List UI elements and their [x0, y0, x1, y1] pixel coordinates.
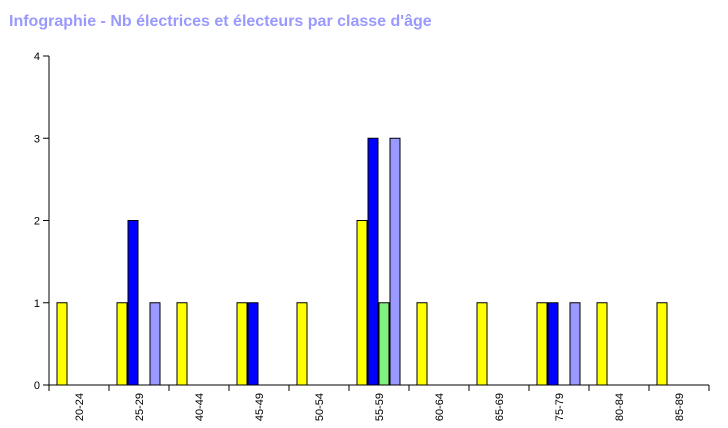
bar-75-79-s2 — [547, 302, 559, 386]
y-tick-label: 4 — [34, 51, 40, 63]
bar-65-69-s1 — [476, 302, 488, 386]
bar-25-29-s2 — [127, 220, 139, 386]
bar-75-79-s1 — [536, 302, 548, 386]
bar-25-29-s1 — [116, 302, 128, 386]
bars-layer — [56, 137, 668, 386]
bar-50-54-s1 — [296, 302, 308, 386]
x-tick-label: 45-49 — [254, 393, 266, 421]
x-tick-label: 85-89 — [674, 393, 686, 421]
bar-55-59-s2 — [367, 137, 379, 386]
bar-80-84-s1 — [596, 302, 608, 386]
bar-55-59-s3 — [378, 302, 390, 386]
y-tick-label: 0 — [34, 380, 40, 392]
bar-45-49-s2 — [247, 302, 259, 386]
bar-40-44-s1 — [176, 302, 188, 386]
x-tick-label: 75-79 — [554, 393, 566, 421]
chart-title: Infographie - Nb électrices et électeurs… — [9, 13, 432, 30]
bar-55-59-s1 — [356, 220, 368, 386]
x-tick-label: 60-64 — [434, 393, 446, 421]
bar-85-89-s1 — [656, 302, 668, 386]
bar-25-29-s4 — [149, 302, 161, 386]
y-tick-label: 3 — [34, 133, 40, 145]
x-tick-label: 50-54 — [314, 393, 326, 421]
x-tick-label: 25-29 — [134, 393, 146, 421]
bar-75-79-s4 — [569, 302, 581, 386]
x-tick-label: 20-24 — [74, 393, 86, 421]
bar-55-59-s4 — [389, 137, 401, 386]
x-tick-label: 65-69 — [494, 393, 506, 421]
x-tick-label: 40-44 — [194, 393, 206, 421]
y-tick-label: 1 — [34, 298, 40, 310]
x-tick-label: 80-84 — [614, 393, 626, 421]
bar-60-64-s1 — [416, 302, 428, 386]
labels-layer: 0 1 2 3 4 20-24 25-29 40-44 45-49 50-54 55-59 60-64… — [34, 51, 686, 421]
bar-45-49-s1 — [236, 302, 248, 386]
y-tick-label: 2 — [34, 216, 40, 228]
x-tick-label: 55-59 — [374, 393, 386, 421]
axes-layer — [43, 55, 710, 391]
bar-20-24-s1 — [56, 302, 68, 386]
